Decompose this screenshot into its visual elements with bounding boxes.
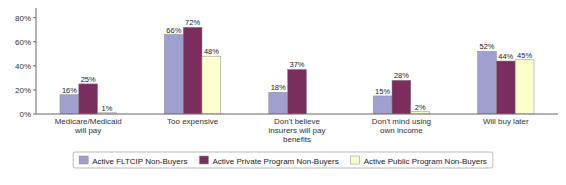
data-label: 72% (185, 18, 200, 27)
chart: 16% 66% 18% 15% 52% 25% 72% 37% 28% 44% 1% 48% 2% 45%… (0, 0, 566, 185)
bar (60, 95, 79, 114)
data-labels: 16% 66% 18% 15% 52% 25% 72% 37% 28% 44% 1% 48% 2% 45% (62, 18, 533, 113)
x-tick-label: Will buy later (483, 117, 529, 126)
x-tick-label: Medicare/Medicaidwill pay (55, 117, 122, 135)
legend-swatch (351, 156, 360, 164)
bar (164, 35, 183, 115)
bar (269, 92, 288, 114)
data-label: 25% (81, 75, 96, 84)
data-label: 44% (498, 52, 513, 61)
data-label: 18% (271, 83, 286, 92)
data-label: 37% (289, 60, 304, 69)
legend-label: Active FLTCIP Non-Buyers (92, 157, 187, 166)
legend-label: Active Public Program Non-Buyers (364, 157, 487, 166)
chart-container: 16% 66% 18% 15% 52% 25% 72% 37% 28% 44% 1% 48% 2% 45%… (0, 0, 566, 185)
data-label: 52% (480, 42, 495, 51)
data-label: 2% (415, 103, 426, 112)
x-tick-label: Don't believeinsurers will paybenefits (269, 117, 326, 144)
bar (496, 61, 515, 114)
data-label: 28% (394, 71, 409, 80)
bar (515, 60, 534, 114)
data-label: 16% (62, 86, 77, 95)
legend-frame (73, 152, 493, 168)
y-tick (33, 41, 36, 42)
data-label: 48% (204, 47, 219, 56)
bars (60, 27, 534, 114)
y-tick-label: 0% (19, 110, 31, 119)
x-tick-label: Too expensive (167, 117, 219, 126)
y-tick-label: 80% (15, 14, 31, 23)
y-tick (33, 17, 36, 18)
bar (478, 51, 497, 114)
y-tick (33, 89, 36, 90)
bar (373, 96, 392, 114)
data-label: 45% (517, 51, 532, 60)
bar (392, 80, 411, 114)
x-tick-label: Don't mind usingown income (372, 117, 431, 135)
bar (183, 27, 202, 114)
data-label: 15% (375, 87, 390, 96)
data-label: 1% (102, 104, 113, 113)
bar (202, 56, 221, 114)
bar (79, 84, 98, 114)
legend: Active FLTCIP Non-Buyers Active Private P… (73, 152, 493, 168)
data-label: 66% (166, 26, 181, 35)
legend-swatch (79, 156, 88, 164)
bar (288, 69, 307, 114)
y-tick (33, 65, 36, 66)
legend-swatch (199, 156, 208, 164)
x-axis-line (36, 114, 558, 115)
legend-label: Active Private Program Non-Buyers (212, 157, 338, 166)
y-axis-line (36, 8, 37, 114)
y-tick-label: 40% (15, 62, 31, 71)
y-tick-label: 60% (15, 38, 31, 47)
y-tick (33, 114, 36, 115)
y-tick-label: 20% (15, 86, 31, 95)
